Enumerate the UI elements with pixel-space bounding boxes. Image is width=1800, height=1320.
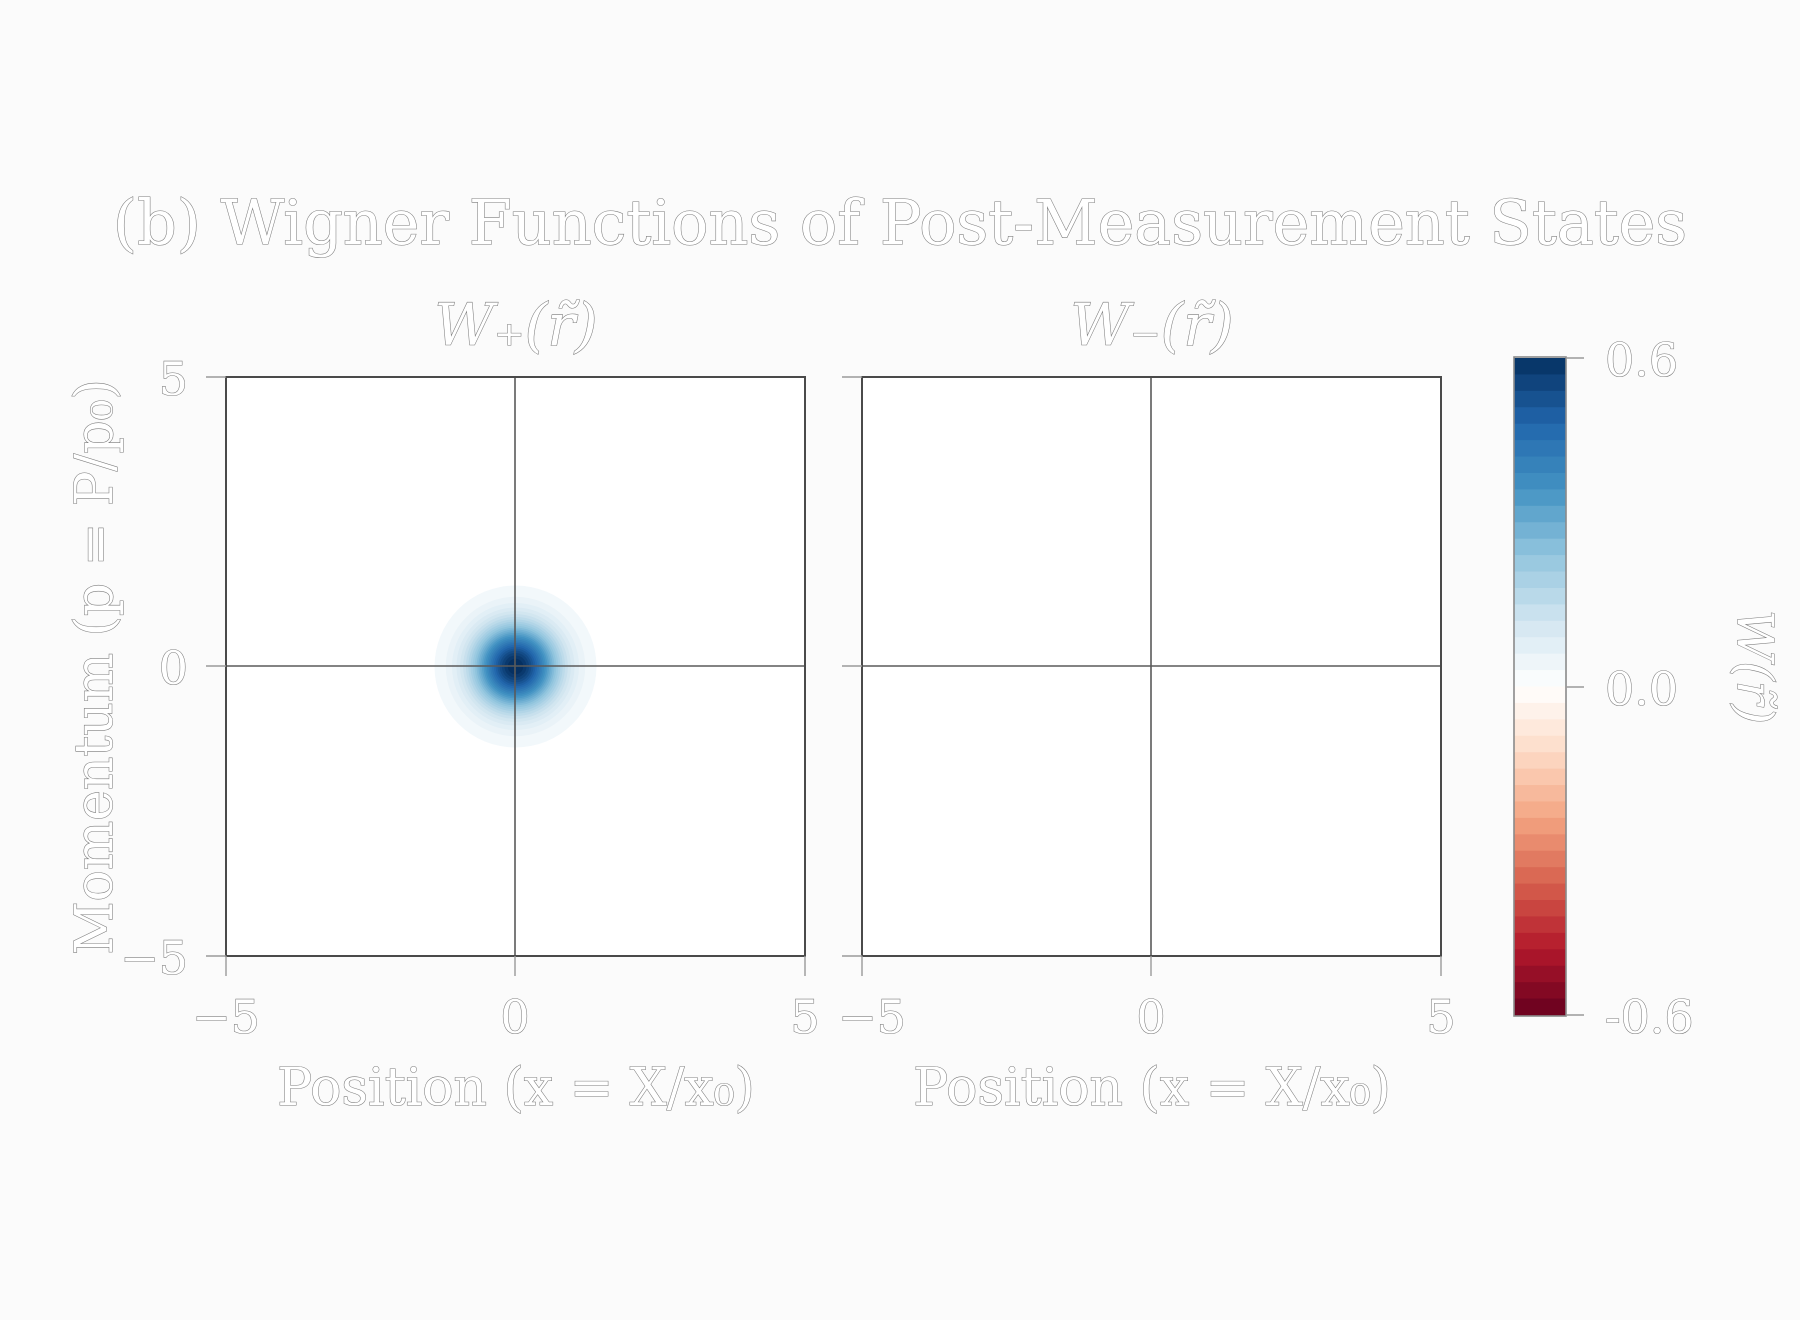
panel-left: 5 0 −5 −5 0 5 Position (x = X/x₀) [120, 351, 821, 1118]
colorbar-band [1514, 440, 1566, 458]
colorbar-band [1514, 653, 1566, 671]
colorbar-band [1514, 374, 1566, 392]
x-axis-label-left: Position (x = X/x₀) [277, 1058, 755, 1118]
colorbar-band [1514, 785, 1566, 803]
colorbar-band [1514, 555, 1566, 573]
colorbar-band [1514, 719, 1566, 737]
colorbar: 0.6 0.0 -0.6 W(r̃) [1513, 332, 1785, 1045]
colorbar-band [1514, 900, 1566, 918]
colorbar-band [1514, 390, 1566, 408]
colorbar-band [1514, 571, 1566, 589]
colorbar-band [1514, 817, 1566, 835]
colorbar-band [1514, 883, 1566, 901]
y-tick-label-top: 5 [159, 352, 188, 406]
y-axis-label: Momentum (p = P/p₀) [65, 379, 125, 954]
colorbar-band [1514, 407, 1566, 425]
colorbar-band [1514, 686, 1566, 704]
x-tick-label-right-c: 5 [1426, 990, 1455, 1044]
colorbar-band [1514, 456, 1566, 474]
x-tick-label-left-b: 0 [500, 990, 529, 1044]
colorbar-band [1514, 702, 1566, 720]
colorbar-band [1514, 752, 1566, 770]
colorbar-band [1514, 472, 1566, 491]
colorbar-band [1514, 358, 1566, 376]
colorbar-band [1514, 538, 1566, 556]
x-tick-label-left-a: −5 [192, 990, 260, 1044]
y-tick-label-mid: 0 [159, 641, 188, 695]
panel-right: −5 0 5 Position (x = X/x₀) [838, 376, 1456, 1119]
colorbar-band [1514, 949, 1566, 967]
colorbar-band [1514, 735, 1566, 753]
x-tick-label-left-c: 5 [790, 990, 819, 1044]
colorbar-band [1514, 965, 1566, 983]
colorbar-band [1514, 604, 1566, 622]
figure-title: (b) Wigner Functions of Post-Measurement… [113, 186, 1687, 259]
colorbar-band [1514, 620, 1566, 638]
heatmap-left [434, 585, 597, 748]
x-axis-label-right: Position (x = X/x₀) [913, 1058, 1391, 1118]
colorbar-band [1514, 768, 1566, 786]
colorbar-tick-label-mid: 0.0 [1605, 662, 1678, 716]
x-tick-label-right-b: 0 [1136, 990, 1165, 1044]
colorbar-band [1514, 801, 1566, 819]
colorbar-band [1514, 522, 1566, 540]
colorbar-band [1514, 423, 1566, 441]
colorbar-tick-label-top: 0.6 [1605, 333, 1678, 387]
colorbar-label: W(r̃) [1726, 610, 1784, 724]
colorbar-bands [1514, 358, 1566, 1016]
colorbar-band [1514, 998, 1566, 1016]
colorbar-band [1514, 932, 1566, 950]
colorbar-band [1514, 850, 1566, 868]
colorbar-tick-label-bottom: -0.6 [1605, 990, 1694, 1044]
colorbar-band [1514, 867, 1566, 885]
colorbar-band [1514, 505, 1566, 523]
colorbar-band [1514, 834, 1566, 852]
x-tick-label-right-a: −5 [838, 990, 906, 1044]
panel-right-title: W₋(r̃) [1070, 291, 1233, 359]
colorbar-band [1514, 637, 1566, 655]
colorbar-band [1514, 489, 1566, 507]
colorbar-band [1514, 982, 1566, 1000]
colorbar-band [1514, 670, 1566, 688]
y-tick-label-bottom: −5 [120, 931, 188, 985]
colorbar-band [1514, 587, 1566, 605]
panel-left-title: W₊(r̃) [434, 291, 597, 359]
colorbar-band [1514, 916, 1566, 934]
